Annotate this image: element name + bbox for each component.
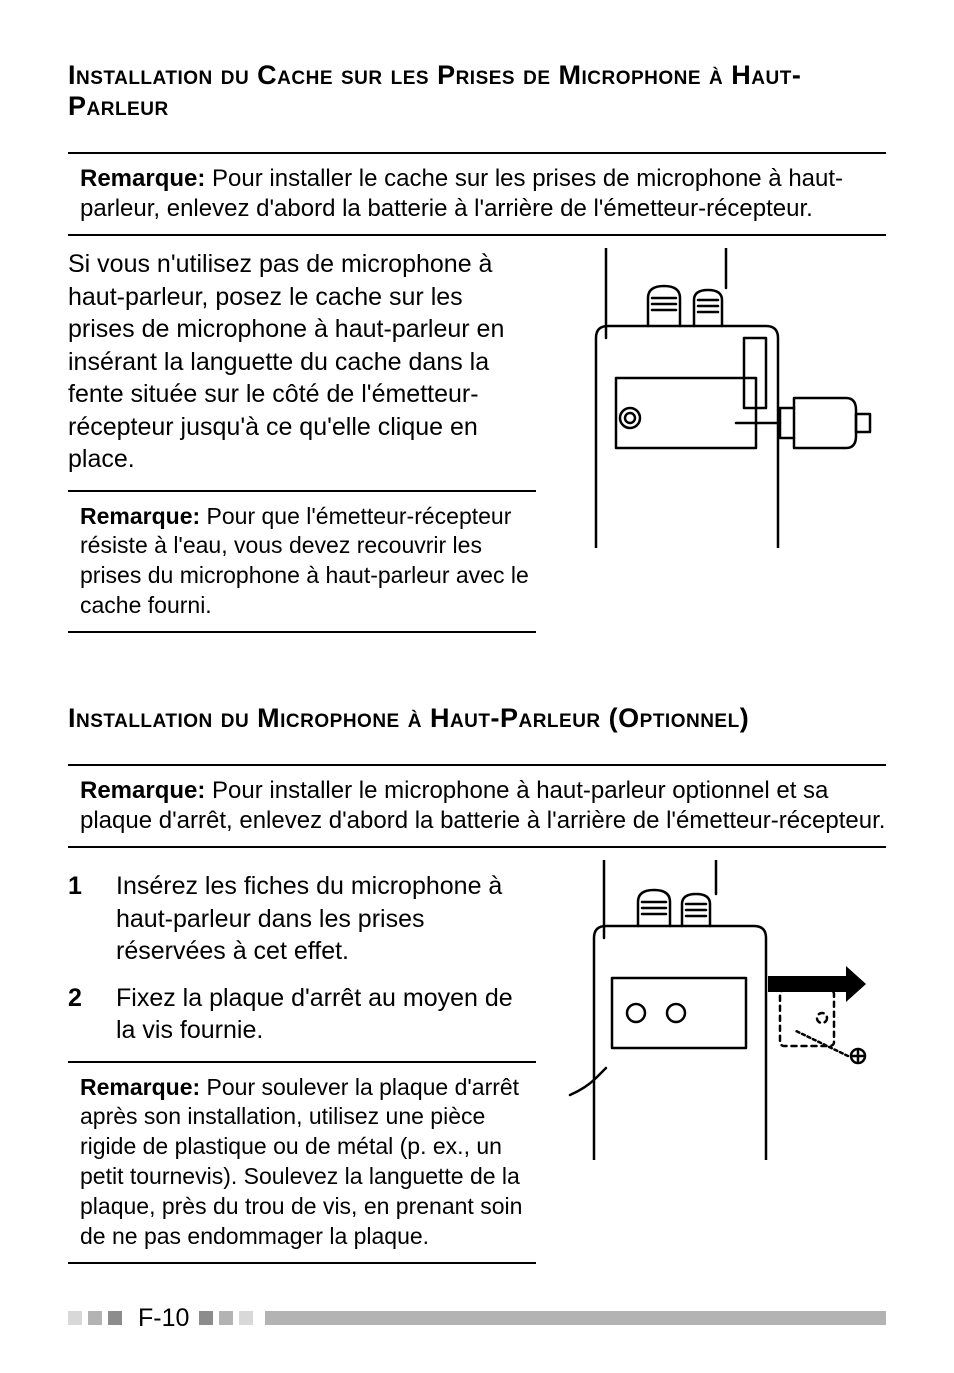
- section1-note1: Remarque: Pour installer le cache sur le…: [68, 152, 886, 236]
- footer-square: [108, 1311, 122, 1325]
- section2-note1: Remarque: Pour installer le microphone à…: [68, 764, 886, 848]
- section1-figure: [556, 248, 886, 548]
- note-label: Remarque:: [80, 777, 205, 804]
- note-label: Remarque:: [80, 165, 205, 192]
- page-number: F-10: [138, 1304, 189, 1333]
- section2-figure: [556, 860, 886, 1160]
- page-footer: F-10: [68, 1304, 886, 1333]
- note-label: Remarque:: [80, 503, 200, 529]
- section1-heading: Installation du Cache sur les Prises de …: [68, 60, 886, 122]
- step-number: 2: [68, 982, 116, 1047]
- section1-text-col: Si vous n'utilisez pas de microphone à h…: [68, 248, 556, 633]
- note-label: Remarque:: [80, 1074, 200, 1100]
- step-number: 1: [68, 870, 116, 968]
- footer-square: [199, 1311, 213, 1325]
- step-item: 1 Insérez les fiches du microphone à hau…: [68, 870, 536, 968]
- step-text: Fixez la plaque d'arrêt au moyen de la v…: [116, 982, 536, 1047]
- transceiver-mic-illustration: [556, 860, 886, 1160]
- steps-list: 1 Insérez les fiches du microphone à hau…: [68, 870, 536, 1047]
- section1-body: Si vous n'utilisez pas de microphone à h…: [68, 248, 536, 476]
- section2-note2: Remarque: Pour soulever la plaque d'arrê…: [68, 1061, 536, 1264]
- footer-square: [219, 1311, 233, 1325]
- section2-text-col: 1 Insérez les fiches du microphone à hau…: [68, 860, 556, 1264]
- footer-rule: [265, 1311, 886, 1325]
- footer-square: [239, 1311, 253, 1325]
- transceiver-cap-illustration: [556, 248, 886, 548]
- section1-row: Si vous n'utilisez pas de microphone à h…: [68, 248, 886, 633]
- section2-row: 1 Insérez les fiches du microphone à hau…: [68, 860, 886, 1264]
- section2-heading: Installation du Microphone à Haut-Parleu…: [68, 703, 886, 734]
- step-item: 2 Fixez la plaque d'arrêt au moyen de la…: [68, 982, 536, 1047]
- page: Installation du Cache sur les Prises de …: [0, 0, 954, 1373]
- section1-note2: Remarque: Pour que l'émetteur-récepteur …: [68, 490, 536, 634]
- footer-square: [68, 1311, 82, 1325]
- step-text: Insérez les fiches du microphone à haut-…: [116, 870, 536, 968]
- footer-square: [88, 1311, 102, 1325]
